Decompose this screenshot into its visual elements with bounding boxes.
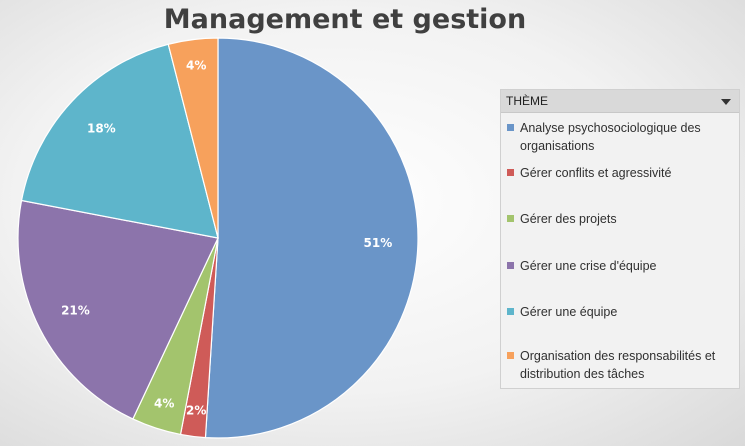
dropdown-arrow-icon[interactable] [721,99,731,105]
legend-header[interactable]: THÈME [501,90,739,113]
legend-item[interactable]: Gérer une équipe [507,303,735,321]
legend-item[interactable]: Analyse psychosociologique des organisat… [507,119,735,155]
legend-label: Gérer conflits et agressivité [520,166,672,180]
legend-swatch [507,352,514,359]
slice-data-label: 21% [61,304,90,318]
legend-item[interactable]: Gérer une crise d'équipe [507,257,735,275]
legend: THÈME Analyse psychosociologique des org… [500,89,740,389]
slice-data-label: 2% [186,404,206,418]
slice-data-label: 4% [154,396,174,410]
legend-item[interactable]: Organisation des responsabilités et dist… [507,347,735,383]
legend-swatch [507,169,514,176]
pie-slice[interactable] [204,37,419,439]
legend-swatch [507,308,514,315]
legend-item[interactable]: Gérer conflits et agressivité [507,164,735,182]
pie-slice[interactable] [20,43,219,239]
legend-title: THÈME [506,94,548,108]
legend-label: Gérer une crise d'équipe [520,259,657,273]
legend-swatch [507,215,514,222]
legend-label: Gérer une équipe [520,305,618,319]
legend-label: Analyse psychosociologique des organisat… [520,121,701,153]
legend-swatch [507,262,514,269]
pie-slice[interactable] [167,37,219,239]
pie-slice[interactable] [17,199,219,420]
chart-title: Management et gestion [163,4,527,35]
legend-label: Gérer des projets [520,212,617,226]
slice-data-label: 4% [186,58,206,72]
legend-label: Organisation des responsabilités et dist… [520,349,716,381]
legend-item[interactable]: Gérer des projets [507,210,735,228]
legend-items: Analyse psychosociologique des organisat… [501,113,739,389]
slice-data-label: 51% [364,236,393,250]
slice-data-label: 18% [87,121,116,135]
legend-swatch [507,124,514,131]
